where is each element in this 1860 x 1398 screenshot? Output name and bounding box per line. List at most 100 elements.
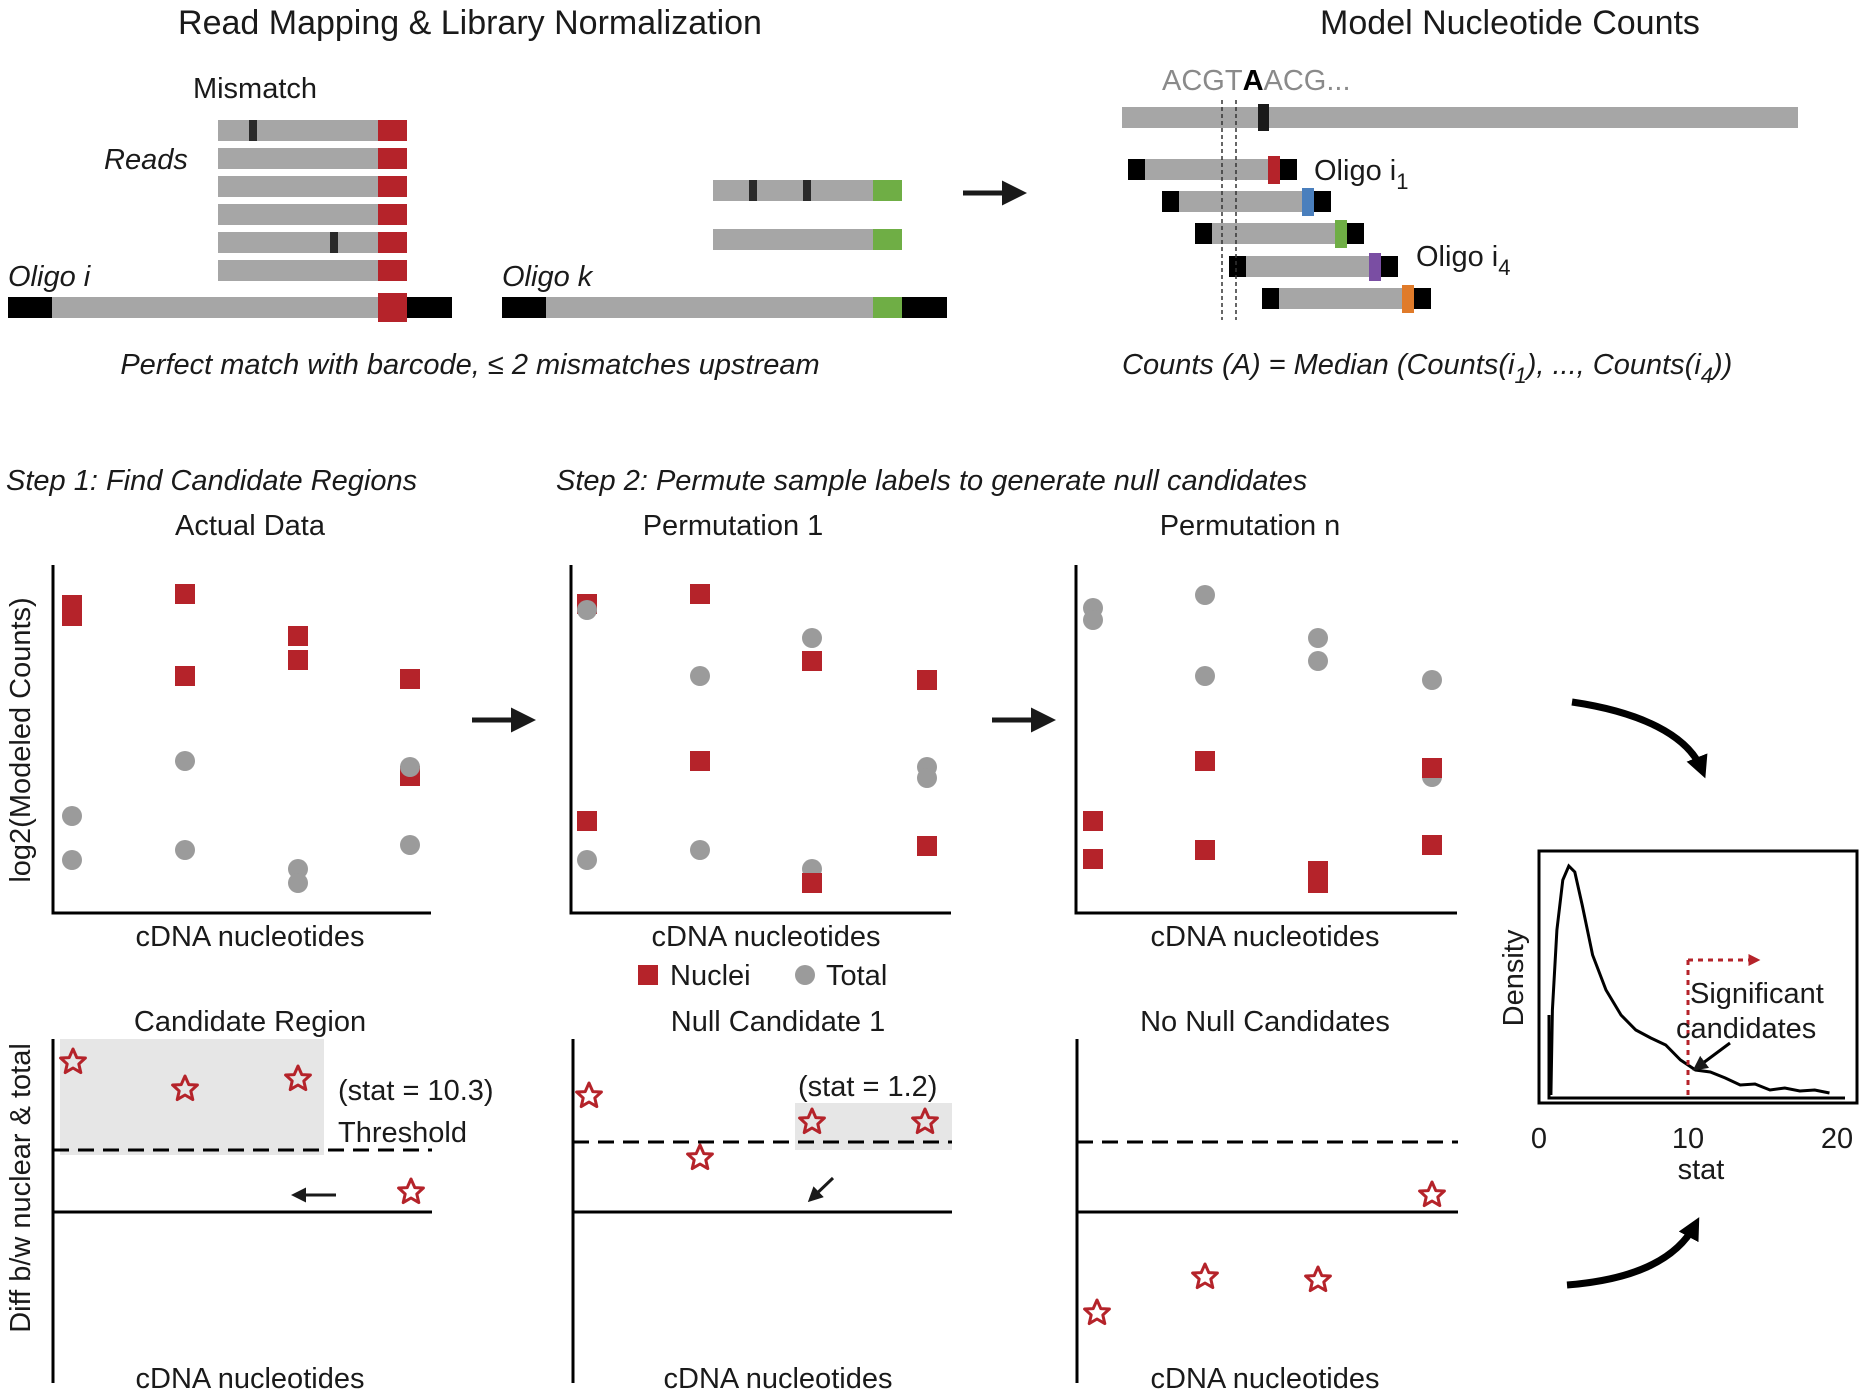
sequence-focus-base: A (1243, 65, 1264, 97)
legend-nuclei-label: Nuclei (670, 960, 751, 992)
oligo-i3 (1195, 220, 1364, 248)
barcode-red (378, 204, 407, 225)
read-mapping-caption: Perfect match with barcode, ≤ 2 mismatch… (120, 349, 819, 381)
nuclei-square (1422, 835, 1442, 855)
total-circle (802, 628, 822, 648)
mismatch-tick (249, 120, 257, 141)
nuclei-square (175, 666, 195, 686)
nuclei-square (577, 811, 597, 831)
oligo-i4-label: Oligo i4 (1416, 241, 1510, 280)
barcode-blue (1302, 188, 1314, 216)
read-bar (713, 180, 873, 201)
total-circle (1308, 628, 1328, 648)
density-plot: Significant candidates Density 0 10 20 sta… (1498, 849, 1859, 1186)
read-bar (218, 176, 378, 197)
barcode-purple (1369, 253, 1381, 281)
panel1-title: Actual Data (175, 510, 326, 542)
oligo-i1 (1128, 156, 1297, 184)
diff-star (1191, 1262, 1219, 1290)
nuclei-square (1308, 873, 1328, 893)
oligo-i-bar (8, 293, 452, 322)
mismatch-tick (330, 232, 338, 253)
nuclei-square (1195, 840, 1215, 860)
nuclei-square (175, 584, 195, 604)
diff-panel3-title: No Null Candidates (1140, 1006, 1390, 1038)
total-circle (577, 850, 597, 870)
annotation-arrow (1692, 1041, 1731, 1071)
barcode-red (378, 232, 407, 253)
stat-candidate-label: (stat = 10.3) (338, 1075, 494, 1107)
barcode-red (378, 120, 407, 141)
diff-star (686, 1143, 714, 1171)
nuclei-square (1083, 811, 1103, 831)
annotation-significant: Significant (1690, 978, 1824, 1010)
axis (1074, 565, 1457, 915)
total-circle (288, 873, 308, 893)
density-x-tick-label: 20 (1821, 1123, 1853, 1155)
reference-bar (1122, 107, 1798, 128)
nuclei-square (917, 836, 937, 856)
legend-total-swatch (795, 965, 815, 985)
barcode-red (1268, 156, 1280, 184)
density-x-tick-label: 0 (1531, 1123, 1547, 1155)
barcode-green (873, 180, 902, 201)
read-bar (218, 120, 378, 141)
reference-focus-tick (1258, 104, 1269, 131)
panel3-x-axis-label: cDNA nucleotides (1151, 921, 1380, 953)
oligo-i5 (1262, 285, 1431, 313)
read-mapping-section: Read Mapping & Library Normalization Mis… (8, 4, 947, 381)
total-circle (175, 840, 195, 860)
threshold-label: Threshold (338, 1117, 467, 1149)
nuclei-square (690, 584, 710, 604)
scatter-panel-2 (569, 565, 951, 915)
diff-panel3-x-axis-label: cDNA nucleotides (1151, 1363, 1380, 1395)
read-bar (218, 148, 378, 169)
arrow-down-left (807, 1176, 835, 1203)
curved-arrow-up (1566, 1217, 1700, 1289)
diff-panel-1: (stat = 10.3) Threshold (51, 1039, 494, 1383)
read-bar (218, 232, 378, 253)
sequence-text: ACGTAACG... (1162, 65, 1351, 97)
model-counts-title: Model Nucleotide Counts (1320, 4, 1700, 42)
total-circle (577, 600, 597, 620)
total-circle (62, 850, 82, 870)
total-circle (1083, 610, 1103, 630)
annotation-candidates: candidates (1676, 1013, 1816, 1045)
diff-star (1304, 1265, 1332, 1293)
diff-panel2-title: Null Candidate 1 (671, 1006, 885, 1038)
read-mapping-title: Read Mapping & Library Normalization (178, 4, 762, 42)
total-circle (400, 835, 420, 855)
diff-panel-3 (1075, 1039, 1458, 1383)
panel1-x-axis-label: cDNA nucleotides (136, 921, 365, 953)
total-circle (1308, 651, 1328, 671)
oligo-k-label: Oligo k (502, 261, 594, 293)
density-x-axis-label: stat (1678, 1154, 1725, 1186)
nuclei-square (917, 670, 937, 690)
barcode-red (378, 260, 407, 281)
total-circle (175, 751, 195, 771)
mismatch-label: Mismatch (193, 73, 317, 105)
mismatch-tick (803, 180, 811, 201)
sequence-prefix: ACGT (1162, 65, 1243, 97)
nuclei-square (400, 669, 420, 689)
density-x-tick-label: 10 (1672, 1123, 1704, 1155)
density-x-ticks: 0 10 20 (1531, 1123, 1853, 1155)
diff-star (575, 1081, 603, 1109)
oligo-i-reads (218, 120, 407, 281)
total-circle (690, 666, 710, 686)
diff-y-axis-label: Diff b/w nuclear & total (5, 1043, 37, 1333)
axis (569, 565, 951, 915)
nuclei-square (802, 873, 822, 893)
nuclei-square (1195, 751, 1215, 771)
panel2-title: Permutation 1 (643, 510, 824, 542)
nuclei-square (1422, 758, 1442, 778)
total-circle (62, 806, 82, 826)
reads-label: Reads (104, 144, 188, 176)
read-bar (218, 260, 378, 281)
total-circle (400, 757, 420, 777)
diff-panel1-title: Candidate Region (134, 1006, 366, 1038)
mismatch-tick (749, 180, 757, 201)
legend: Nuclei Total (638, 960, 887, 992)
read-bar (713, 229, 873, 250)
